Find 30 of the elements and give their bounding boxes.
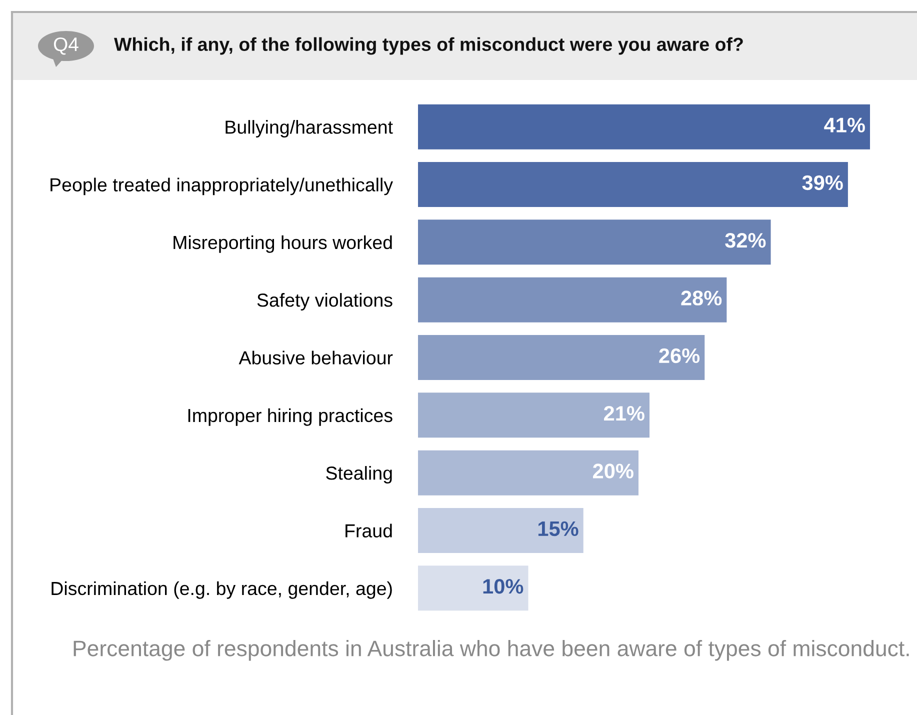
bar bbox=[418, 335, 705, 380]
bar bbox=[418, 162, 848, 207]
bar bbox=[418, 508, 584, 553]
bar bbox=[418, 392, 650, 438]
data-label: 20% bbox=[592, 464, 634, 478]
bar bbox=[418, 277, 727, 322]
y-tick-label: Improper hiring practices bbox=[188, 408, 392, 426]
bar bbox=[418, 450, 638, 496]
y-tick-label: Stealing bbox=[326, 466, 392, 484]
data-label: 21% bbox=[604, 406, 644, 421]
data-label: 10% bbox=[483, 579, 524, 594]
chart-title: Which, if any, of the following types of misconduct were you aware of? bbox=[114, 37, 743, 55]
y-tick-label: Misreporting hours worked bbox=[174, 235, 392, 253]
text: Q4 bbox=[54, 37, 78, 55]
y-tick-label: Fraud bbox=[346, 524, 392, 538]
bar bbox=[418, 220, 771, 265]
text: Percentage of respondents in Australia who have been aware of types of misconduct. bbox=[74, 640, 909, 661]
data-label: 39% bbox=[802, 175, 843, 190]
data-label: 15% bbox=[538, 521, 578, 536]
data-label: 26% bbox=[659, 348, 700, 364]
y-tick-label: Bullying/harassment bbox=[226, 120, 393, 138]
y-tick-label: People treated inappropriately/unethically bbox=[50, 178, 393, 196]
data-label: 28% bbox=[681, 290, 722, 306]
y-tick-label: Safety violations bbox=[257, 293, 392, 311]
data-label: 32% bbox=[725, 233, 766, 248]
bar bbox=[418, 104, 870, 150]
y-tick-label: Discrimination (e.g. by race, gender, age) bbox=[52, 581, 392, 599]
data-label: 41% bbox=[824, 118, 865, 132]
y-tick-label: Abusive behaviour bbox=[238, 350, 393, 364]
bar bbox=[418, 566, 528, 611]
